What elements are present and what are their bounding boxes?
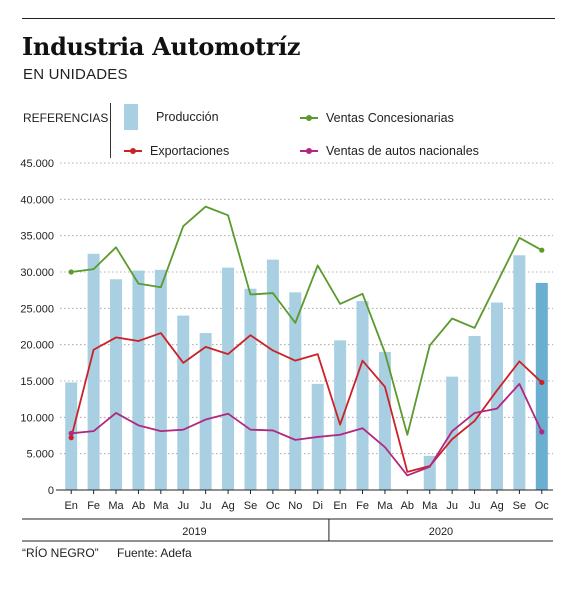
x-tick-label: Fe (356, 500, 369, 512)
footer-source: Fuente: Adefa (117, 546, 192, 560)
bar (154, 269, 167, 490)
series-point (539, 247, 545, 253)
bar (289, 292, 302, 490)
chart-subtitle: EN UNIDADES (23, 66, 128, 83)
series-point (68, 430, 74, 436)
series-line (71, 383, 543, 477)
x-tick-label: Ma (153, 500, 169, 512)
series-line (70, 332, 543, 473)
y-tick-label: 35.000 (20, 231, 54, 243)
legend-line-swatch-green (300, 115, 318, 121)
legend-item-ventas-nacionales: Ventas de autos nacionales (300, 144, 479, 158)
x-tick-label: Ab (401, 500, 414, 512)
y-tick-label: 25.000 (20, 303, 54, 315)
legend-item-ventas-concesionarias: Ventas Concesionarias (300, 111, 454, 125)
series-point (539, 429, 545, 435)
x-tick-label: Ma (422, 500, 438, 512)
legend-item-produccion: Producción (124, 104, 219, 130)
x-tick-label: Ma (377, 500, 393, 512)
x-tick-label: Di (313, 500, 323, 512)
bar (244, 288, 257, 490)
x-tick-label: No (288, 500, 302, 512)
x-tick-label: Ab (132, 500, 145, 512)
x-tick-label: Ag (490, 500, 503, 512)
top-rule (22, 18, 555, 19)
x-tick-label: Oc (266, 500, 281, 512)
x-tick-label: Fe (87, 500, 100, 512)
bar (535, 282, 548, 490)
x-tick-label: Ju (469, 500, 481, 512)
bar (446, 376, 459, 490)
y-tick-label: 20.000 (20, 340, 54, 352)
y-tick-label: 45.000 (20, 158, 54, 170)
series-point (539, 379, 545, 386)
legend-line-swatch-red (124, 148, 142, 154)
bar (490, 302, 503, 490)
series-point (68, 269, 74, 275)
legend-label-ventas-nacionales: Ventas de autos nacionales (326, 144, 479, 158)
chart-title: Industria Automotríz (22, 32, 301, 61)
x-tick-label: Ma (108, 500, 124, 512)
footer-brand: “RÍO NEGRO” (22, 546, 99, 560)
y-tick-label: 15.000 (20, 376, 54, 388)
bar (513, 255, 526, 490)
bar (356, 301, 369, 490)
series-line (71, 205, 543, 436)
x-tick-label: En (64, 500, 77, 512)
y-tick-label: 30.000 (20, 267, 54, 279)
y-tick-label: 0 (48, 485, 54, 497)
y-tick-label: 10.000 (20, 412, 54, 424)
legend-item-exportaciones: Exportaciones (124, 144, 229, 158)
bar (132, 270, 145, 490)
legend-line-swatch-magenta (300, 148, 318, 154)
x-tick-label: Se (513, 500, 526, 512)
bar (177, 315, 190, 490)
x-tick-label: Ag (221, 500, 234, 512)
legend-label-produccion: Producción (156, 110, 219, 124)
bar (110, 279, 123, 490)
legend-divider (110, 103, 111, 158)
bar (222, 267, 235, 490)
x-tick-label: Ju (446, 500, 458, 512)
legend-bar-swatch (124, 104, 138, 130)
x-tick-label: Ju (177, 500, 189, 512)
x-tick-label: Oc (535, 500, 550, 512)
legend-label-exportaciones: Exportaciones (150, 144, 230, 158)
bar (423, 455, 436, 490)
legend-label-ventas-concesionarias: Ventas Concesionarias (326, 111, 454, 125)
bar (199, 333, 212, 490)
bar (87, 253, 100, 490)
year-label: 2020 (429, 526, 453, 538)
bar (334, 340, 347, 490)
x-tick-label: Se (244, 500, 257, 512)
y-tick-label: 5.000 (26, 449, 54, 461)
bar (378, 351, 391, 490)
y-tick-label: 40.000 (20, 194, 54, 206)
legend-heading: REFERENCIAS (23, 111, 109, 125)
series-point (68, 435, 74, 441)
x-tick-label: En (333, 500, 346, 512)
x-tick-label: Ju (200, 500, 212, 512)
year-label: 2019 (182, 526, 206, 538)
